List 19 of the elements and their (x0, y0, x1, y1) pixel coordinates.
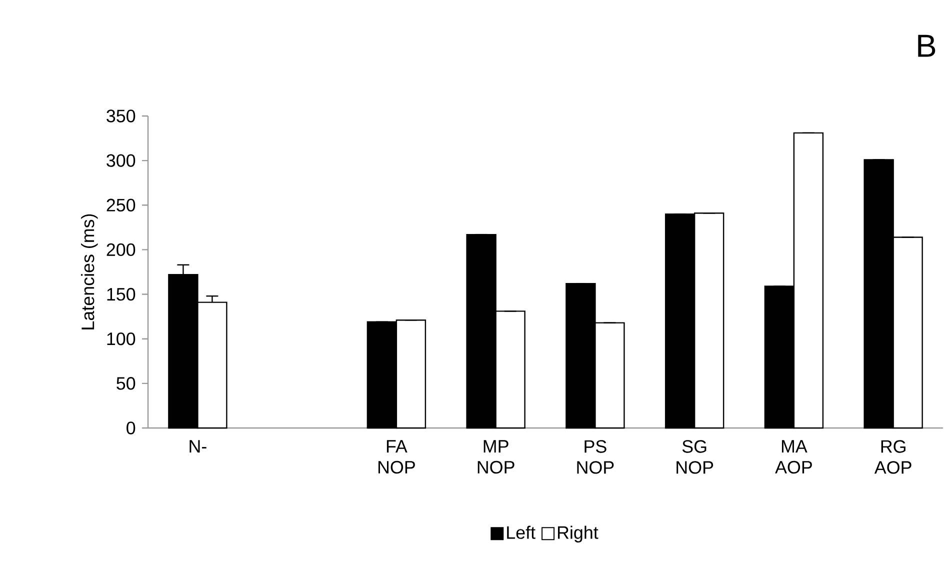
y-tick-label: 0 (126, 422, 136, 434)
y-tick-label: 350 (106, 110, 136, 122)
x-tick-label: N- (190, 440, 206, 452)
x-tick-label: RG AOP (874, 440, 912, 474)
x-tick-label: MP NOP (478, 440, 514, 474)
legend-label: Right (558, 526, 598, 542)
x-tick-label: PS NOP (577, 440, 614, 474)
y-tick-label: 250 (106, 198, 136, 212)
x-tick-label: FA NOP (378, 440, 415, 474)
y-tick-label: 50 (116, 377, 136, 390)
legend-label: Left (507, 526, 536, 539)
x-tick-label: SG NOP (676, 440, 714, 474)
x-tick-label: MA AOP (775, 440, 812, 474)
y-tick-label: 150 (107, 288, 136, 301)
text: B (918, 34, 936, 57)
y-axis-title: Latencies (ms) (81, 214, 98, 330)
y-tick-label: 200 (106, 243, 136, 256)
y-tick-label: 300 (106, 154, 136, 167)
y-tick-label: 100 (107, 332, 136, 346)
